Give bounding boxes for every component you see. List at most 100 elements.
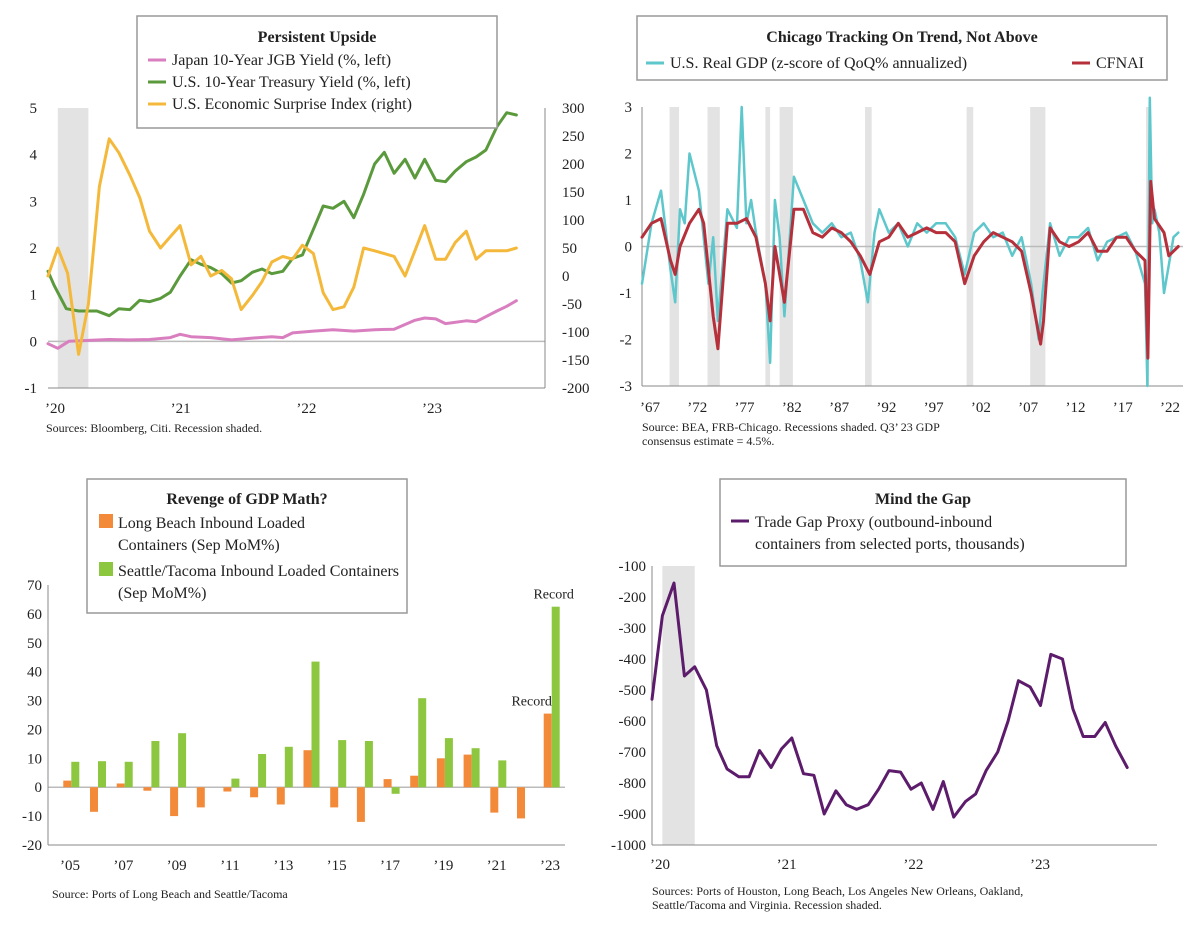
source-note: Sources: Ports of Houston, Long Beach, L… — [652, 884, 1023, 912]
source-note: Source: Ports of Long Beach and Seattle/… — [52, 887, 288, 901]
bar-seattle-tacoma — [418, 698, 427, 788]
x-tick-label: ’72 — [687, 400, 707, 416]
legend — [636, 15, 1168, 81]
legend-label: U.S. Economic Surprise Index (right) — [172, 96, 412, 113]
series-line-cfnai — [640, 179, 1180, 360]
y-tick-label: 3 — [625, 100, 633, 116]
y-tick-label: -500 — [619, 683, 647, 699]
bar-long-beach — [490, 787, 499, 813]
bar-seattle-tacoma — [498, 760, 507, 788]
x-tick-label: ’13 — [273, 858, 293, 874]
x-tick-label: ’92 — [876, 400, 896, 416]
x-tick-label: ’11 — [220, 858, 239, 874]
bar-long-beach — [90, 787, 98, 812]
bar-long-beach — [63, 780, 72, 788]
bar-seattle-tacoma — [124, 761, 133, 788]
y-left-tick-label: 0 — [30, 334, 38, 350]
y-right-tick-label: -50 — [562, 297, 582, 313]
bar-long-beach — [410, 775, 419, 788]
y-right-tick-label: -150 — [562, 353, 590, 369]
y-tick-label: 40 — [27, 665, 42, 681]
legend-line: Seattle/Tacoma Inbound Loaded Containers — [118, 563, 399, 580]
source-note: Sources: Bloomberg, Citi. Recession shad… — [46, 421, 262, 435]
y-tick-label: -20 — [22, 838, 42, 854]
x-tick-label: ’07 — [113, 858, 133, 874]
bar-seattle-tacoma — [71, 761, 80, 788]
y-tick-label: 20 — [27, 722, 42, 738]
bar-long-beach — [143, 787, 152, 791]
y-tick-label: -300 — [619, 621, 647, 637]
y-tick-label: -100 — [619, 559, 647, 575]
bar-seattle-tacoma — [151, 741, 160, 788]
bar-long-beach — [436, 758, 445, 788]
bar-seattle-tacoma — [231, 778, 240, 788]
y-tick-label: 60 — [27, 607, 42, 623]
legend-line: Long Beach Inbound Loaded — [118, 515, 305, 532]
x-tick-label: ’23 — [1030, 857, 1050, 873]
bar-long-beach — [517, 787, 525, 819]
x-tick-label: ’17 — [380, 858, 400, 874]
bar-seattle-tacoma — [311, 661, 320, 788]
chart-chicago-tracking: 3 2 1 0 -1 -2 -3 ’67 ’72 ’77 ’82 ’87 ’92 ’97 ’02 ’07 ’12… — [620, 15, 1183, 448]
series-line-1 — [46, 299, 518, 350]
legend-line: (Sep MoM%) — [118, 585, 206, 602]
legend-label: U.S. Real GDP (z-score of QoQ% annualize… — [670, 55, 967, 72]
legend-line: containers from selected ports, thousand… — [755, 536, 1025, 553]
y-tick-label: -900 — [619, 807, 647, 823]
series-line-trade-gap — [650, 581, 1129, 819]
legend-swatch — [99, 562, 113, 576]
bar-seattle-tacoma — [444, 738, 453, 788]
y-tick-label: -700 — [619, 745, 647, 761]
chart-title: Revenge of GDP Math? — [166, 491, 327, 508]
legend-line: Containers (Sep MoM%) — [118, 537, 280, 554]
chart-title: Chicago Tracking On Trend, Not Above — [766, 29, 1037, 46]
bar-long-beach — [330, 787, 339, 808]
legend-label: Long Beach Inbound Loaded Containers (Sep… — [118, 515, 305, 554]
x-tick-label: ’05 — [60, 858, 80, 874]
bar-seattle-tacoma — [178, 733, 187, 788]
chart-persistent-upside: 5 4 3 2 1 0 -1 300 250 200 150 100 50 0 -50 -100 -150 -20… — [25, 15, 590, 435]
x-tick-label: ’21 — [777, 857, 797, 873]
legend-label: CFNAI — [1096, 55, 1144, 72]
legend-swatch — [99, 514, 113, 528]
bar-long-beach — [543, 713, 552, 788]
y-tick-label: -1000 — [611, 838, 646, 854]
legend — [136, 15, 498, 129]
y-tick-label: 2 — [625, 147, 633, 163]
bar-seattle-tacoma — [284, 746, 293, 788]
x-tick-label: ’77 — [735, 400, 755, 416]
bar-long-beach — [116, 783, 125, 788]
y-left-tick-label: 2 — [30, 241, 38, 257]
legend-line: Trade Gap Proxy (outbound-inbound — [755, 514, 992, 531]
x-tick-label: ’17 — [1113, 400, 1133, 416]
y-left-tick-label: 4 — [30, 148, 38, 164]
bar-long-beach — [196, 787, 205, 808]
legend-label: Trade Gap Proxy (outbound-inbound contain… — [755, 514, 1025, 553]
y-tick-label: 0 — [35, 780, 43, 796]
y-tick-label: 50 — [27, 636, 42, 652]
x-tick-label: ’20 — [650, 857, 670, 873]
y-tick-label: -600 — [619, 714, 647, 730]
source-line: Seattle/Tacoma and Virginia. Recession s… — [652, 898, 882, 912]
chart-revenge-gdp-math: 70 60 50 40 30 20 10 0 -10 -20 ’05 ’07 ’09 ’11 ’13 ’15 ’… — [22, 478, 574, 901]
y-tick-label: 70 — [27, 578, 42, 594]
legend-label: Japan 10-Year JGB Yield (%, left) — [172, 52, 391, 69]
bar-long-beach — [170, 787, 179, 817]
series-line-3 — [46, 137, 518, 356]
bar-long-beach — [276, 787, 285, 805]
bar-long-beach — [383, 779, 392, 788]
bar-long-beach — [463, 754, 472, 788]
series-line-gdp — [640, 96, 1180, 388]
chart-title: Mind the Gap — [875, 491, 971, 508]
recession-shade — [662, 566, 695, 845]
bar-long-beach — [223, 787, 232, 792]
x-tick-label: ’21 — [487, 858, 507, 874]
y-tick-label: 10 — [27, 751, 42, 767]
y-tick-label: -10 — [22, 809, 42, 825]
x-tick-label: ’22 — [296, 401, 316, 417]
y-tick-label: 0 — [625, 240, 633, 256]
y-right-tick-label: -200 — [562, 381, 590, 397]
chart-title: Persistent Upside — [258, 29, 377, 46]
bar-seattle-tacoma — [98, 761, 106, 788]
legend-label: Seattle/Tacoma Inbound Loaded Containers… — [118, 563, 399, 602]
